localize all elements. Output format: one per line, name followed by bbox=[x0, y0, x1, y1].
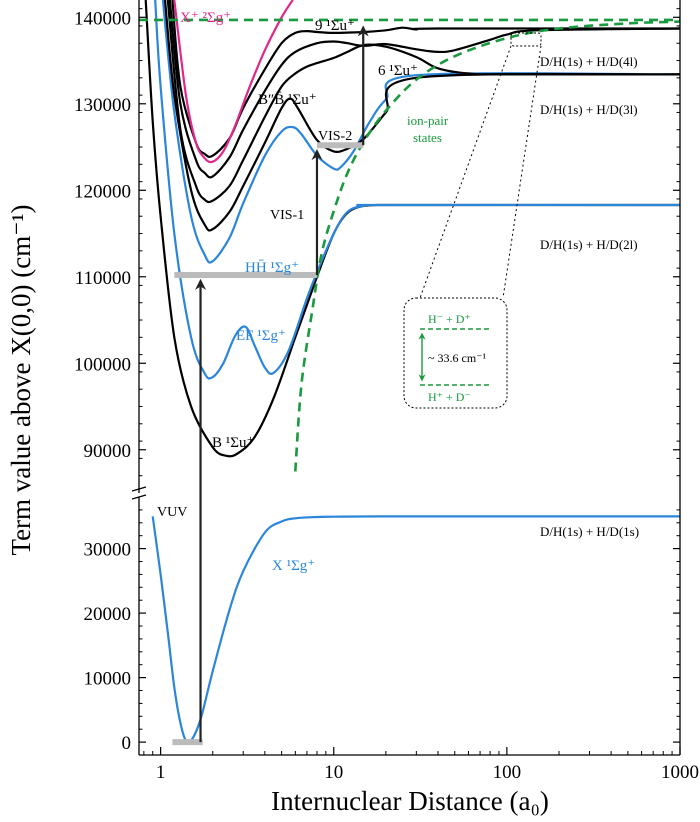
x-tick-label-2: 100 bbox=[493, 762, 522, 783]
curve-hh-g bbox=[161, 0, 680, 264]
curve-x-g bbox=[173, 0, 294, 164]
label-bb-sigma: B″B̄ ¹Σu⁺ bbox=[258, 92, 317, 108]
state-labels: X⁺ ²Σg⁺ 9 ¹Σu⁺ 6 ¹Σu⁺ B″B̄ ¹Σu⁺ HH̄ ¹Σg⁺… bbox=[180, 10, 418, 574]
x-tick-label-1: 10 bbox=[324, 762, 343, 783]
x-tick-label-3: 1000 bbox=[661, 762, 699, 783]
x-tick-label-0: 1 bbox=[156, 762, 166, 783]
curve-ion-pair-states bbox=[294, 20, 680, 472]
label-ef-sigma: EF ¹Σg⁺ bbox=[236, 328, 286, 344]
y-tick-label-upper-3: 120000 bbox=[74, 181, 131, 202]
ion-pair-label-line2: states bbox=[413, 130, 442, 145]
curve-x-g bbox=[151, 515, 680, 745]
label-9-sigma: 9 ¹Σu⁺ bbox=[315, 18, 355, 34]
y-tick-label-upper-5: 140000 bbox=[74, 8, 131, 29]
axis-ticks: 9000010000011000012000013000014000001000… bbox=[74, 8, 699, 783]
zoom-inset: H⁻ + D⁺ H⁺ + D⁻ ~ 33.6 cm⁻¹ bbox=[403, 32, 542, 409]
transition-arrows bbox=[195, 25, 369, 743]
asymptote-4l-label: D/H(1s) + H/D(4l) bbox=[540, 54, 638, 69]
curve-ef-g bbox=[154, 0, 680, 380]
y-axis-title: Term value above X(0,0) (cm⁻¹) bbox=[6, 204, 36, 555]
y-tick-label-upper-4: 130000 bbox=[74, 95, 131, 116]
y-tick-label-upper-2: 110000 bbox=[75, 268, 131, 289]
vis2-label: VIS-2 bbox=[318, 129, 352, 144]
curve-b-b-u bbox=[166, 0, 680, 204]
y-tick-label-upper-1: 100000 bbox=[74, 354, 131, 375]
zoom-connector-right bbox=[502, 45, 542, 299]
label-6-sigma: 6 ¹Σu⁺ bbox=[378, 63, 418, 79]
annotations: ion-pair states VUV VIS-1 VIS-2 D/H(1s) … bbox=[157, 54, 639, 539]
y-tick-label-lower-0: 0 bbox=[122, 733, 132, 754]
zoom-connector-left bbox=[419, 45, 512, 299]
vuv-label: VUV bbox=[157, 505, 187, 520]
label-hh-sigma: HH̄ ¹Σg⁺ bbox=[245, 260, 299, 276]
zoom-source-box bbox=[510, 32, 542, 47]
y-tick-label-lower-3: 30000 bbox=[84, 540, 132, 561]
curve-6-u bbox=[168, 0, 680, 179]
inset-gap-label: ~ 33.6 cm⁻¹ bbox=[428, 351, 486, 365]
y-tick-label-lower-2: 20000 bbox=[84, 604, 132, 625]
label-b-sigma: B ¹Σu⁺ bbox=[212, 435, 254, 451]
y-tick-label-lower-1: 10000 bbox=[84, 669, 132, 690]
ion-pair-label-line1: ion-pair bbox=[407, 113, 449, 128]
x-axis-title: Internuclear Distance (a₀) bbox=[271, 786, 549, 816]
inset-lower-label: H⁺ + D⁻ bbox=[428, 390, 471, 404]
label-x-sigma: X ¹Σg⁺ bbox=[272, 558, 315, 574]
inset-upper-label: H⁻ + D⁺ bbox=[428, 312, 471, 326]
potential-curves bbox=[139, 0, 680, 745]
curve-9-u bbox=[171, 0, 680, 158]
axis-break-mark-top bbox=[131, 486, 147, 492]
asymptote-2l-label: D/H(1s) + H/D(2l) bbox=[540, 237, 638, 252]
asymptote-1s-label: D/H(1s) + H/D(1s) bbox=[540, 524, 639, 539]
vis1-label: VIS-1 bbox=[270, 208, 304, 223]
axis-break-mark-bottom bbox=[131, 494, 147, 500]
asymptote-3l-label: D/H(1s) + H/D(3l) bbox=[540, 102, 638, 117]
inset-box bbox=[403, 297, 508, 409]
y-tick-label-upper-0: 90000 bbox=[84, 441, 132, 462]
label-x-plus: X⁺ ²Σg⁺ bbox=[180, 10, 231, 26]
energy-levels bbox=[172, 142, 364, 746]
